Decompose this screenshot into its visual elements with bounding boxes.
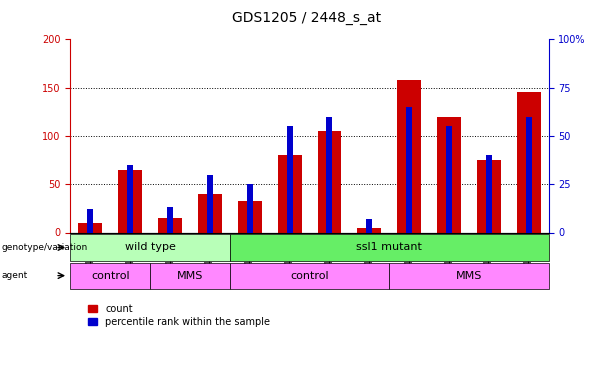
Bar <box>70 234 230 261</box>
Bar <box>238 201 262 232</box>
Bar <box>327 117 332 232</box>
Bar <box>517 93 541 232</box>
Text: GDS1205 / 2448_s_at: GDS1205 / 2448_s_at <box>232 11 381 25</box>
Text: MMS: MMS <box>455 271 482 280</box>
Bar <box>437 117 461 232</box>
Bar <box>486 155 492 232</box>
Text: control: control <box>290 271 329 280</box>
Bar <box>88 209 93 232</box>
Text: ssl1 mutant: ssl1 mutant <box>356 243 422 252</box>
Bar <box>287 126 292 232</box>
Bar <box>367 219 372 232</box>
Bar <box>357 228 381 232</box>
Bar <box>167 207 173 232</box>
Bar <box>247 184 253 232</box>
Bar <box>230 262 389 289</box>
Bar <box>150 262 230 289</box>
Text: control: control <box>91 271 130 280</box>
Text: agent: agent <box>1 271 28 280</box>
Text: wild type: wild type <box>125 243 175 252</box>
Bar <box>118 170 142 232</box>
Bar <box>406 107 412 232</box>
Text: genotype/variation: genotype/variation <box>1 243 88 252</box>
Bar <box>198 194 222 232</box>
Bar <box>278 155 302 232</box>
Bar <box>526 117 531 232</box>
Bar <box>230 234 549 261</box>
Bar <box>389 262 549 289</box>
Bar <box>207 175 213 232</box>
Bar <box>70 262 150 289</box>
Bar <box>446 126 452 232</box>
Bar <box>78 223 102 232</box>
Bar <box>397 80 421 232</box>
Bar <box>158 218 182 232</box>
Bar <box>477 160 501 232</box>
Legend: count, percentile rank within the sample: count, percentile rank within the sample <box>88 304 270 327</box>
Bar <box>128 165 133 232</box>
Text: MMS: MMS <box>177 271 204 280</box>
Bar <box>318 131 341 232</box>
